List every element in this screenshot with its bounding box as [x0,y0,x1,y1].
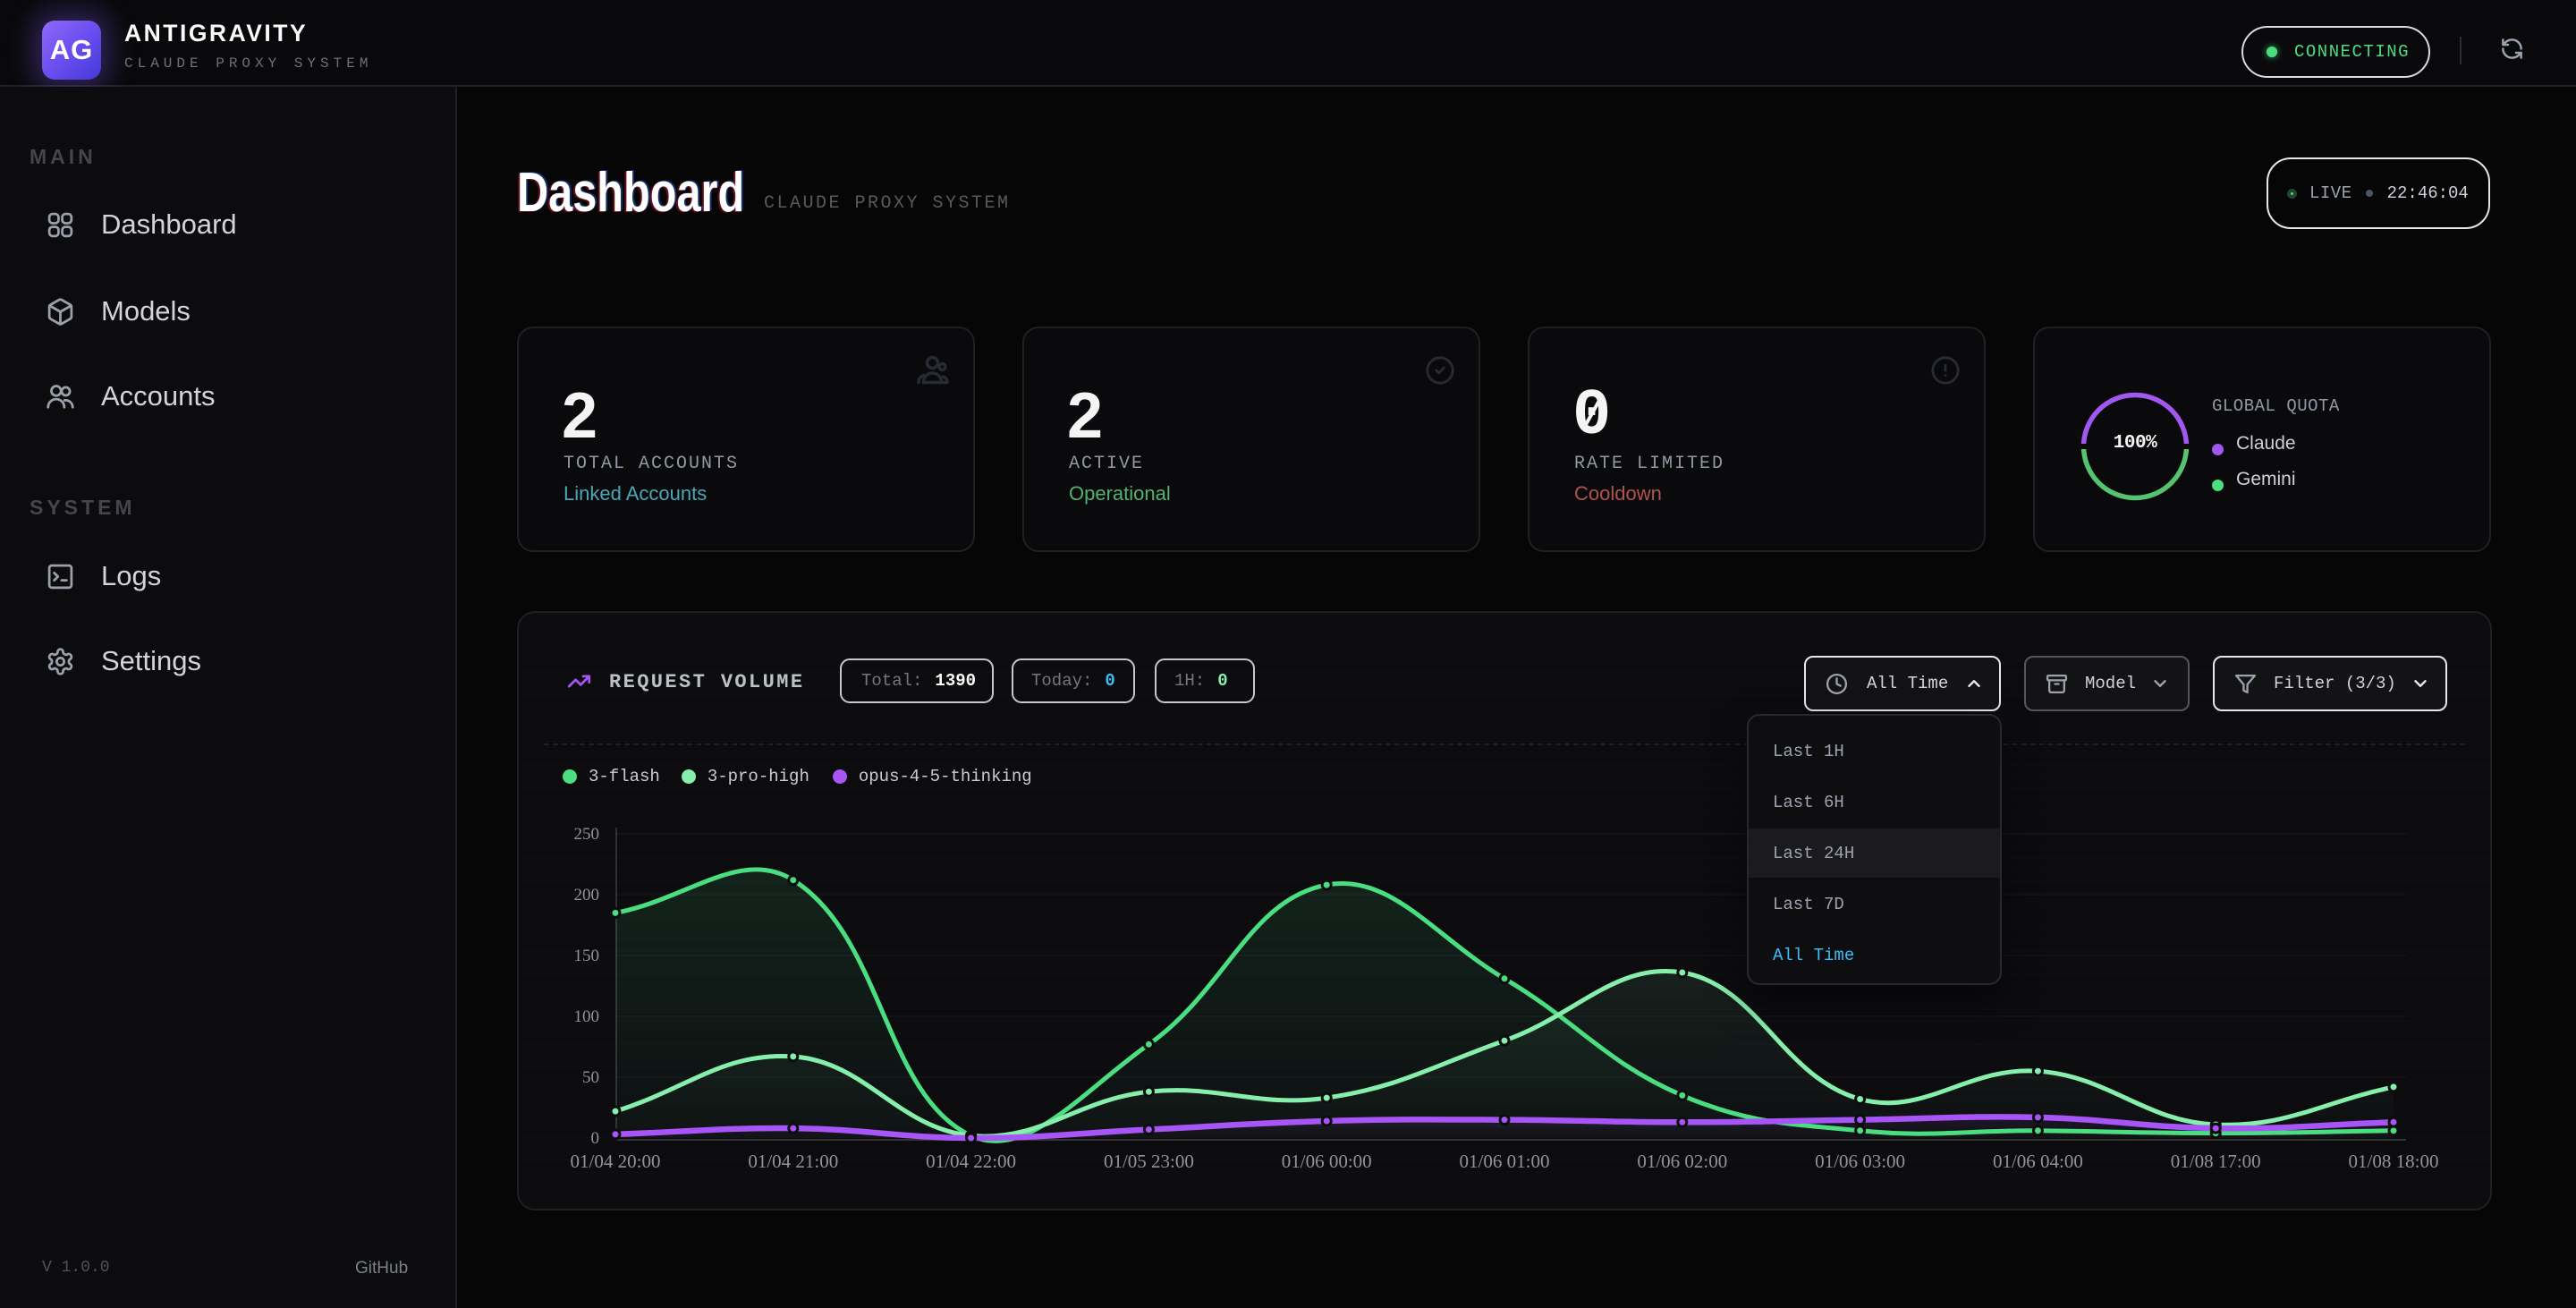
svg-text:01/06 00:00: 01/06 00:00 [1282,1151,1372,1172]
svg-text:01/04 20:00: 01/04 20:00 [571,1151,661,1172]
svg-text:01/05 23:00: 01/05 23:00 [1104,1151,1194,1172]
svg-text:200: 200 [574,886,600,905]
svg-text:01/06 02:00: 01/06 02:00 [1637,1151,1727,1172]
svg-text:01/06 03:00: 01/06 03:00 [1815,1151,1905,1172]
svg-text:01/06 04:00: 01/06 04:00 [1993,1151,2083,1172]
svg-text:150: 150 [574,947,600,965]
svg-text:250: 250 [574,825,600,844]
svg-text:01/06 01:00: 01/06 01:00 [1460,1151,1550,1172]
svg-text:01/08 17:00: 01/08 17:00 [2171,1151,2261,1172]
svg-text:50: 50 [582,1068,599,1087]
svg-text:01/04 22:00: 01/04 22:00 [926,1151,1016,1172]
svg-text:01/04 21:00: 01/04 21:00 [748,1151,838,1172]
svg-text:01/08 18:00: 01/08 18:00 [2349,1151,2439,1172]
svg-text:100: 100 [574,1007,600,1026]
svg-text:0: 0 [591,1129,600,1148]
